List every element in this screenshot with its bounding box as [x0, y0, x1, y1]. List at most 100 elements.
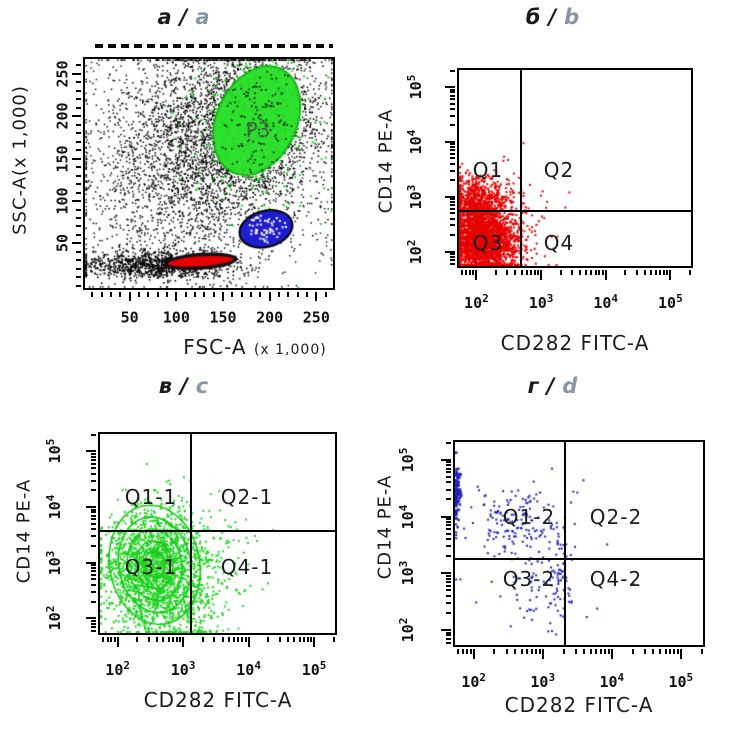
tick-mark — [91, 535, 96, 538]
tick-mark — [450, 224, 455, 227]
tick-label: 104 — [397, 504, 417, 529]
tick-mark — [296, 292, 299, 297]
plot-area-a: P3 — [83, 57, 335, 290]
tick-mark — [91, 511, 96, 514]
tick-mark — [520, 649, 523, 654]
tick-label: 103 — [528, 292, 554, 312]
tick-mark — [679, 649, 682, 659]
tick-mark — [514, 649, 517, 654]
tick-mark — [287, 637, 290, 642]
tick-mark — [76, 233, 81, 236]
tick-mark — [649, 270, 652, 275]
tick-mark — [91, 455, 96, 458]
tick-mark — [446, 441, 451, 444]
tick-mark — [72, 115, 81, 118]
tick-mark — [212, 292, 215, 297]
tick-mark — [162, 637, 165, 642]
plot-area-d: Q1-2 Q2-2 Q3-2 Q4-2 — [453, 440, 705, 647]
tick-label: 104 — [44, 494, 64, 520]
tick-mark — [76, 259, 81, 262]
panel-a-title-separator: / — [179, 5, 189, 29]
tick-mark — [450, 94, 455, 97]
tick-label: 103 — [170, 659, 196, 679]
tick-label: 105 — [397, 447, 417, 473]
gate-label-p3: P3 — [245, 118, 271, 142]
tick-mark — [535, 649, 538, 654]
tick-mark — [91, 522, 96, 525]
quadrant-divider-horizontal-d — [455, 558, 703, 560]
tick-mark — [445, 250, 455, 253]
tick-mark — [91, 459, 96, 462]
tick-mark — [91, 453, 96, 455]
tick-mark — [91, 619, 96, 622]
tick-mark — [91, 508, 96, 511]
tick-mark — [446, 574, 451, 577]
tick-mark — [469, 270, 472, 275]
tick-mark — [91, 578, 96, 581]
tick-mark — [110, 637, 113, 642]
tick-mark — [600, 649, 603, 654]
tick-label: 100 — [53, 187, 72, 215]
panel-b: б / b CD14 PE-A Q1 Q2 Q3 Q4 CD282 FITC-A 1… — [369, 0, 737, 369]
tick-mark — [76, 225, 81, 228]
tick-label: 102 — [397, 617, 417, 643]
tick-mark — [475, 270, 478, 280]
tick-mark — [595, 649, 598, 654]
tick-mark — [525, 270, 528, 275]
tick-mark — [506, 270, 509, 275]
y-axis-label-cd14-c: CD14 PE-A — [13, 478, 35, 584]
tick-mark — [91, 583, 96, 586]
x-axis-label-fsc-text: FSC-A — [183, 335, 247, 359]
tick-mark — [526, 649, 529, 654]
tick-mark — [450, 179, 455, 182]
tick-mark — [607, 649, 610, 654]
tick-label: 105 — [658, 292, 683, 312]
y-axis-label-cd14-b: CD14 PE-A — [375, 108, 397, 214]
quadrant-divider-vertical-d — [564, 442, 566, 645]
x-axis-label-cd282-c: CD282 FITC-A — [143, 688, 293, 712]
tick-mark — [446, 581, 451, 584]
tick-mark — [76, 123, 81, 126]
tick-label: 250 — [53, 60, 72, 88]
tick-mark — [450, 217, 455, 220]
tick-mark — [446, 589, 451, 592]
tick-mark — [631, 649, 634, 654]
tick-mark — [91, 629, 96, 632]
tick-label: 102 — [464, 292, 489, 312]
tick-mark — [293, 637, 296, 642]
quadrant-divider-vertical-b — [520, 70, 522, 266]
tick-mark — [166, 292, 168, 297]
tick-mark — [100, 292, 103, 297]
tick-mark — [446, 584, 451, 587]
tick-mark — [106, 637, 109, 642]
tick-mark — [184, 292, 187, 297]
panel-c-title-separator: / — [180, 374, 189, 398]
quadrant-label-q1-1: Q1-1 — [124, 485, 178, 509]
tick-mark — [673, 649, 676, 654]
panel-c-title-cyrillic: в — [158, 374, 174, 398]
tick-mark — [76, 284, 81, 287]
tick-label: 103 — [405, 184, 425, 210]
tick-mark — [156, 292, 159, 297]
tick-mark — [450, 234, 455, 237]
tick-mark — [450, 262, 455, 265]
tick-mark — [466, 649, 469, 654]
tick-mark — [446, 641, 451, 644]
y-axis-label-ssc: SSC-A(x 1,000) — [9, 85, 31, 235]
tick-mark — [450, 149, 455, 152]
tick-mark — [302, 637, 305, 642]
tick-mark — [537, 270, 540, 275]
x-axis-scale-note: (x 1,000) — [253, 342, 327, 358]
tick-mark — [247, 637, 250, 647]
tick-mark — [182, 637, 185, 647]
tick-mark — [441, 628, 451, 631]
tick-mark — [76, 98, 81, 101]
tick-mark — [469, 649, 472, 654]
tick-label: 103 — [44, 550, 64, 576]
tick-mark — [450, 98, 455, 101]
tick-label: 105 — [405, 74, 425, 100]
panel-d-title-separator: / — [546, 374, 556, 398]
tick-mark — [91, 625, 96, 628]
tick-mark — [446, 498, 451, 501]
tick-mark — [136, 637, 139, 642]
